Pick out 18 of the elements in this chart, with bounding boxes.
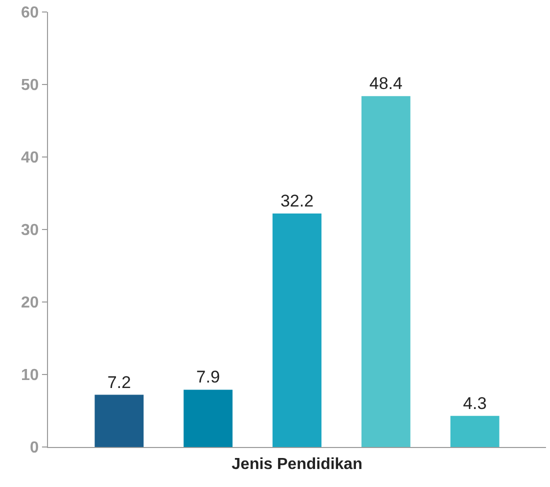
data-label: 32.2: [280, 192, 314, 211]
bar: [361, 96, 410, 447]
y-tick-label: 30: [21, 222, 39, 240]
y-tick-label: 20: [21, 294, 39, 312]
y-tick-label: 10: [21, 367, 39, 384]
bar: [94, 394, 144, 447]
bar: [272, 214, 322, 447]
y-tick-label: 40: [21, 150, 39, 167]
data-label: 7.9: [196, 368, 220, 387]
y-tick-label: 60: [21, 4, 39, 22]
y-tick-label: 50: [21, 77, 39, 94]
bar: [184, 390, 233, 447]
x-axis-title: Jenis Pendidikan: [232, 456, 362, 474]
y-tick-label: 0: [30, 440, 39, 457]
bar: [450, 416, 500, 447]
data-label: 7.2: [107, 372, 131, 392]
data-label: 4.3: [463, 394, 487, 413]
data-label: 48.4: [369, 74, 402, 94]
